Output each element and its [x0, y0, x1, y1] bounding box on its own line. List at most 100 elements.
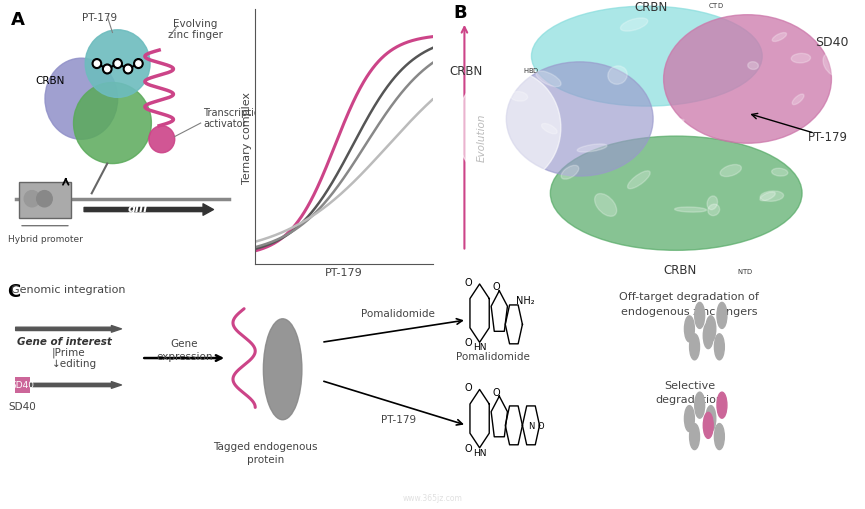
Text: SD40: SD40: [9, 401, 36, 411]
Circle shape: [684, 316, 695, 342]
Text: Pomalidomide: Pomalidomide: [362, 308, 435, 319]
Text: www.365jz.com: www.365jz.com: [402, 493, 463, 502]
Circle shape: [113, 60, 122, 69]
Ellipse shape: [791, 54, 811, 64]
FancyBboxPatch shape: [15, 377, 30, 393]
Ellipse shape: [707, 196, 718, 210]
Text: O: O: [493, 387, 501, 397]
Text: NH₂: NH₂: [516, 295, 535, 305]
Text: Evolution: Evolution: [477, 113, 487, 162]
Circle shape: [124, 65, 132, 75]
Text: $_{\mathregular{HBD}}$: $_{\mathregular{HBD}}$: [523, 66, 540, 76]
Polygon shape: [491, 291, 508, 332]
Text: Gene of interest: Gene of interest: [16, 336, 112, 346]
Text: CRBN: CRBN: [35, 76, 65, 86]
Circle shape: [714, 334, 724, 360]
Ellipse shape: [594, 194, 617, 217]
Ellipse shape: [456, 71, 561, 185]
Circle shape: [36, 191, 52, 207]
Text: PT-179: PT-179: [808, 130, 849, 144]
Circle shape: [149, 126, 175, 153]
Text: C: C: [7, 282, 20, 300]
Circle shape: [94, 62, 99, 67]
Ellipse shape: [510, 92, 528, 102]
Ellipse shape: [550, 137, 802, 251]
Circle shape: [684, 406, 695, 432]
Polygon shape: [522, 406, 540, 445]
Circle shape: [105, 67, 110, 72]
Text: gIII: gIII: [128, 204, 149, 214]
Text: CRBN: CRBN: [663, 264, 697, 276]
Ellipse shape: [772, 34, 786, 42]
X-axis label: PT-179: PT-179: [325, 267, 362, 277]
Text: endogenous zinc fingers: endogenous zinc fingers: [621, 307, 758, 317]
Ellipse shape: [675, 208, 707, 213]
Circle shape: [717, 392, 727, 418]
FancyArrowPatch shape: [16, 382, 121, 388]
Text: $_{\mathregular{CTD}}$: $_{\mathregular{CTD}}$: [708, 2, 723, 11]
Ellipse shape: [760, 191, 784, 202]
Circle shape: [134, 60, 143, 69]
Ellipse shape: [549, 219, 573, 239]
Ellipse shape: [627, 172, 650, 189]
Ellipse shape: [608, 67, 627, 85]
FancyArrowPatch shape: [16, 326, 121, 332]
Text: degradation: degradation: [656, 394, 723, 404]
Circle shape: [714, 423, 724, 450]
Ellipse shape: [74, 83, 151, 164]
Circle shape: [125, 67, 131, 72]
FancyArrowPatch shape: [84, 205, 214, 216]
Circle shape: [115, 62, 120, 67]
Text: O: O: [493, 281, 501, 292]
Text: |Prime: |Prime: [51, 347, 85, 358]
Text: SD40: SD40: [10, 381, 35, 390]
Text: Genomic integration: Genomic integration: [11, 285, 125, 294]
Ellipse shape: [620, 19, 648, 32]
Ellipse shape: [541, 124, 557, 134]
Text: CRBN: CRBN: [450, 65, 483, 78]
Ellipse shape: [45, 59, 118, 140]
Circle shape: [689, 423, 700, 450]
Text: CRBN: CRBN: [634, 2, 668, 14]
Ellipse shape: [772, 169, 788, 177]
Circle shape: [717, 303, 727, 329]
Ellipse shape: [531, 7, 762, 107]
Ellipse shape: [506, 63, 653, 177]
Text: O: O: [538, 421, 545, 430]
Text: $_{\mathregular{NTD}}$: $_{\mathregular{NTD}}$: [737, 267, 753, 276]
Circle shape: [695, 303, 705, 329]
Polygon shape: [505, 305, 522, 344]
Ellipse shape: [721, 165, 741, 177]
Text: Transcriptional
activator: Transcriptional activator: [203, 107, 275, 129]
Text: ↓editing: ↓editing: [51, 358, 97, 369]
Ellipse shape: [263, 319, 302, 420]
Polygon shape: [505, 406, 522, 445]
Text: Tagged endogenous
protein: Tagged endogenous protein: [214, 441, 317, 464]
Polygon shape: [470, 285, 490, 343]
Circle shape: [703, 323, 714, 349]
Text: expression: expression: [156, 352, 213, 361]
Text: O: O: [465, 443, 472, 453]
Text: Selective: Selective: [663, 381, 715, 391]
Text: Off-target degradation of: Off-target degradation of: [619, 291, 759, 301]
Ellipse shape: [86, 31, 151, 98]
Text: PT-179: PT-179: [82, 13, 117, 23]
Polygon shape: [470, 390, 490, 448]
Text: N: N: [528, 421, 535, 430]
Text: PT-179: PT-179: [381, 414, 416, 424]
Ellipse shape: [792, 95, 804, 105]
Circle shape: [103, 65, 112, 75]
Ellipse shape: [708, 205, 720, 216]
Text: Evolving
zinc finger: Evolving zinc finger: [168, 18, 223, 40]
Ellipse shape: [813, 218, 823, 227]
Text: O: O: [465, 277, 472, 287]
Circle shape: [689, 334, 700, 360]
Text: Pomalidomide: Pomalidomide: [456, 352, 529, 361]
Circle shape: [24, 191, 40, 207]
Y-axis label: Ternary complex: Ternary complex: [242, 92, 253, 183]
Circle shape: [706, 316, 715, 342]
FancyBboxPatch shape: [19, 183, 71, 218]
Ellipse shape: [759, 192, 775, 202]
Circle shape: [703, 412, 714, 439]
Text: O: O: [465, 382, 472, 392]
